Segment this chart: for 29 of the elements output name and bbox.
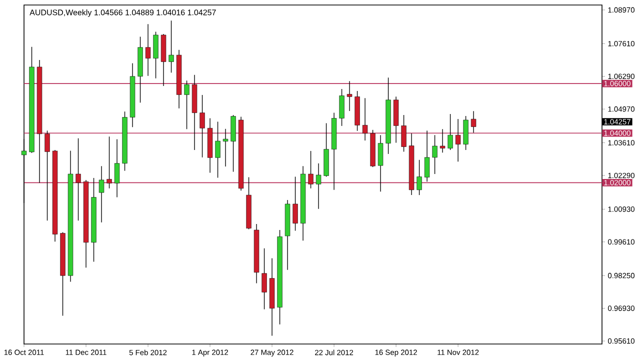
candlestick xyxy=(200,94,205,158)
candlestick xyxy=(145,24,151,76)
candlestick xyxy=(339,88,344,126)
candlestick xyxy=(168,20,174,73)
candlestick xyxy=(215,121,220,178)
candlestick xyxy=(316,162,322,210)
candlestick xyxy=(98,166,104,223)
candlestick xyxy=(424,130,430,182)
candlestick xyxy=(346,80,352,112)
candlestick xyxy=(455,118,461,162)
candlestick xyxy=(106,136,112,189)
candlestick xyxy=(432,134,438,174)
candlestick xyxy=(44,130,50,221)
candlestick xyxy=(401,114,406,152)
candlestick xyxy=(440,128,446,154)
candlestick xyxy=(262,248,267,310)
candlestick xyxy=(114,138,120,198)
candlestick xyxy=(292,176,298,232)
candlestick xyxy=(362,98,368,141)
candlestick xyxy=(416,160,422,196)
candlestick xyxy=(222,128,228,167)
candlestick xyxy=(308,150,314,189)
text: AUDUSD,Weekly 1.04566 1.04889 1.04016 1.04257 xyxy=(30,9,216,17)
candlestick xyxy=(378,134,384,192)
candlestick xyxy=(76,138,81,221)
candlestick xyxy=(153,31,158,79)
candlestick xyxy=(184,80,190,130)
candlestick xyxy=(470,110,476,134)
candlestick xyxy=(448,114,453,150)
